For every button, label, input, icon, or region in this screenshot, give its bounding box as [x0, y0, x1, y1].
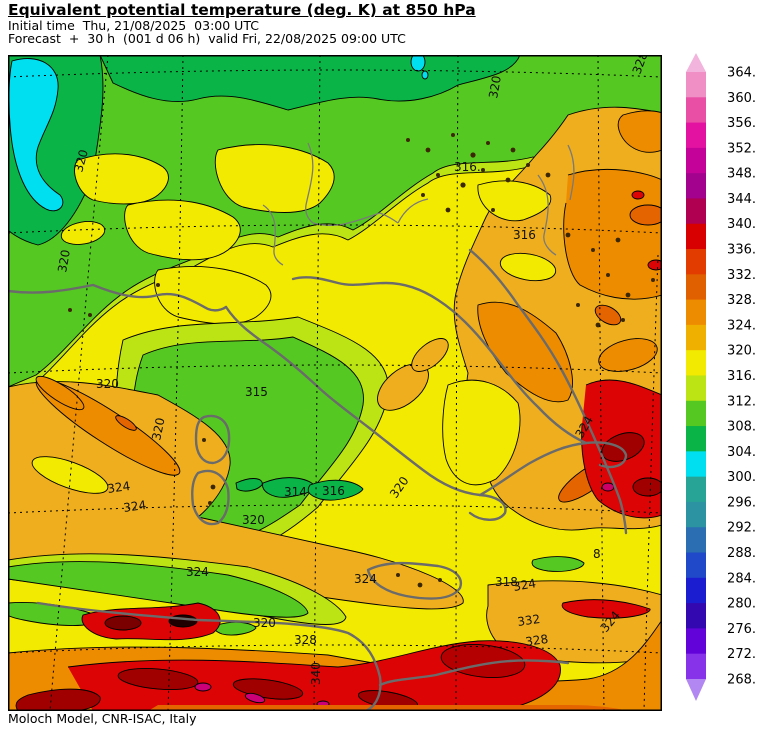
colorbar-band	[686, 578, 706, 604]
colorbar-tick-label: 332.	[727, 268, 756, 283]
colorbar-band	[686, 553, 706, 579]
contour-label: 324	[186, 565, 209, 579]
colorbar: 364. 360. 356. 352. 348. 344. 340. 336. 332. 328.…	[682, 42, 760, 718]
contour-label: 316.	[454, 160, 481, 174]
colorbar-tick-label: 348.	[727, 167, 756, 182]
colorbar-band	[686, 72, 706, 98]
colorbar-band	[686, 300, 706, 326]
colorbar-tick-label: 288.	[727, 546, 756, 561]
colorbar-tick-label: 292.	[727, 521, 756, 536]
colorbar-tick-label: 344.	[727, 192, 756, 207]
contour-label: 340	[309, 662, 323, 685]
contour-map: 320315320324324314316320320324316.316320…	[8, 55, 662, 711]
contour-label: 320	[96, 377, 119, 391]
contour-label: 8	[593, 547, 601, 561]
colorbar-tick-label: 284.	[727, 571, 756, 586]
colorbar-band	[686, 350, 706, 376]
colorbar-tick-label: 268.	[727, 672, 756, 687]
colorbar-tick-label: 320.	[727, 344, 756, 359]
colorbar-arrow-bottom	[686, 679, 706, 701]
colorbar-tick-label: 304.	[727, 445, 756, 460]
forecast-valid-line: Forecast + 30 h (001 d 06 h) valid Fri, …	[8, 32, 708, 45]
colorbar-tick-label: 356.	[727, 116, 756, 131]
colorbar-panel: 364. 360. 356. 352. 348. 344. 340. 336. 332. 328.…	[682, 42, 760, 718]
colorbar-band	[686, 173, 706, 199]
colorbar-tick-label: 280.	[727, 597, 756, 612]
colorbar-band	[686, 628, 706, 654]
colorbar-band	[686, 451, 706, 477]
colorbar-tick-label: 300.	[727, 470, 756, 485]
contour-label: 324	[354, 572, 377, 586]
colorbar-tick-label: 352.	[727, 141, 756, 156]
colorbar-band	[686, 502, 706, 528]
colorbar-band	[686, 274, 706, 300]
contour-label: 316	[513, 228, 536, 242]
colorbar-tick-label: 316.	[727, 369, 756, 384]
colorbar-band	[686, 224, 706, 250]
colorbar-band	[686, 603, 706, 629]
colorbar-band	[686, 375, 706, 401]
contour-label: 328	[294, 633, 317, 647]
contour-label: 320	[242, 513, 265, 527]
colorbar-band	[686, 249, 706, 275]
contour-label: 315	[245, 385, 268, 399]
colorbar-arrow-top	[686, 53, 706, 72]
colorbar-tick-label: 340.	[727, 217, 756, 232]
colorbar-tick-label: 308.	[727, 420, 756, 435]
map-panel: 320315320324324314316320320324316.316320…	[8, 55, 662, 711]
colorbar-tick-label: 360.	[727, 91, 756, 106]
contour-label: 316	[322, 484, 345, 498]
chart-title: Equivalent potential temperature (deg. K…	[8, 2, 708, 19]
colorbar-band	[686, 97, 706, 123]
colorbar-band	[686, 527, 706, 553]
colorbar-tick-label: 336.	[727, 243, 756, 258]
colorbar-tick-label: 324.	[727, 318, 756, 333]
colorbar-tick-label: 272.	[727, 647, 756, 662]
colorbar-tick-label: 328.	[727, 293, 756, 308]
colorbar-band	[686, 123, 706, 149]
colorbar-band	[686, 198, 706, 224]
colorbar-band	[686, 654, 706, 680]
colorbar-tick-label: 296.	[727, 495, 756, 510]
contour-label: 320	[253, 616, 276, 630]
weather-chart-page: { "header": { "title": "Equivalent poten…	[0, 0, 760, 731]
chart-header: Equivalent potential temperature (deg. K…	[8, 2, 708, 45]
model-credit: Moloch Model, CNR-ISAC, Italy	[8, 711, 197, 726]
colorbar-tick-label: 312.	[727, 394, 756, 409]
contour-label: 314	[284, 485, 307, 499]
colorbar-band	[686, 426, 706, 452]
colorbar-tick-label: 364.	[727, 66, 756, 81]
colorbar-tick-label: 276.	[727, 622, 756, 637]
colorbar-band	[686, 477, 706, 503]
colorbar-band	[686, 325, 706, 351]
colorbar-band	[686, 401, 706, 427]
colorbar-band	[686, 148, 706, 174]
